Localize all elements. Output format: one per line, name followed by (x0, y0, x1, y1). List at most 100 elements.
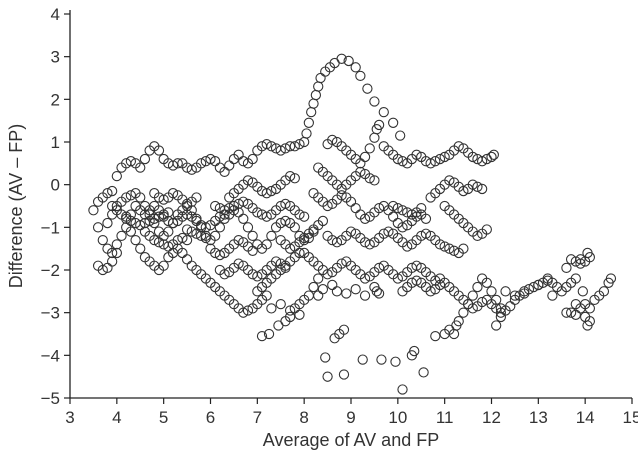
data-point (462, 298, 474, 310)
data-point (392, 153, 403, 165)
y-tick-label: 2 (51, 90, 60, 109)
data-point (275, 298, 286, 310)
data-point (364, 143, 375, 154)
data-point (376, 354, 387, 365)
y-tick-label: 0 (51, 176, 60, 195)
data-point (453, 141, 464, 152)
data-point (121, 211, 132, 222)
data-point (411, 260, 422, 271)
data-point (406, 209, 418, 220)
data-point (256, 330, 268, 342)
data-point (458, 307, 469, 318)
data-point (125, 156, 137, 167)
data-point (284, 170, 296, 182)
data-point (219, 269, 230, 280)
data-point (266, 230, 277, 242)
data-point (313, 273, 324, 284)
data-point (331, 286, 343, 297)
data-point (280, 198, 291, 210)
data-point (153, 211, 165, 222)
data-point (186, 226, 197, 237)
data-point (242, 305, 254, 316)
data-point (369, 96, 380, 107)
data-point (289, 173, 300, 184)
x-tick-label: 5 (159, 408, 168, 427)
data-point (167, 217, 179, 229)
data-point (135, 243, 146, 254)
data-point (144, 215, 155, 227)
data-point (261, 138, 272, 150)
data-point (191, 228, 202, 239)
y-axis-title: Difference (AV – FP) (6, 124, 26, 288)
data-point (345, 226, 357, 237)
x-tick-label: 14 (576, 408, 595, 427)
data-point (409, 345, 420, 357)
data-point (252, 271, 263, 282)
data-point (336, 190, 347, 201)
data-point (242, 175, 254, 186)
data-point (383, 226, 394, 237)
data-point (430, 330, 441, 342)
data-point (570, 298, 581, 310)
data-point (125, 226, 137, 237)
data-point (357, 354, 368, 365)
data-point (125, 190, 137, 201)
data-point (533, 279, 544, 291)
data-point (488, 149, 499, 160)
data-point (430, 156, 441, 167)
data-point (519, 288, 530, 299)
data-point (238, 307, 249, 318)
data-point (263, 328, 275, 340)
data-point (378, 106, 389, 118)
data-point (322, 200, 333, 212)
data-point (448, 328, 460, 340)
data-point (139, 153, 151, 165)
data-point (153, 237, 165, 248)
data-point (605, 273, 617, 284)
data-point (210, 200, 221, 212)
data-point (395, 130, 406, 141)
data-point (467, 179, 478, 190)
data-point (397, 156, 408, 167)
data-point (233, 234, 244, 246)
data-point (294, 309, 305, 320)
data-point (570, 273, 581, 284)
data-point (472, 281, 483, 293)
data-point (219, 205, 230, 216)
data-point (163, 241, 174, 252)
data-point (214, 222, 226, 233)
y-tick-label: −4 (41, 346, 60, 365)
data-point (327, 279, 338, 291)
data-point (397, 384, 408, 395)
data-point (476, 296, 488, 308)
data-point (472, 181, 483, 192)
data-point (158, 260, 169, 271)
data-point (561, 262, 572, 274)
x-tick-label: 11 (436, 408, 454, 427)
data-point (238, 213, 249, 224)
data-point (261, 211, 272, 222)
data-point (308, 98, 319, 109)
data-point (458, 185, 469, 197)
data-point (247, 245, 258, 256)
data-point (320, 352, 331, 363)
data-point (280, 215, 291, 227)
data-point (181, 198, 193, 210)
data-point (392, 202, 403, 214)
x-tick-label: 6 (206, 408, 215, 427)
data-point (181, 224, 193, 235)
data-point (102, 217, 113, 229)
data-point (336, 53, 347, 64)
data-point (181, 234, 193, 246)
data-point (397, 205, 408, 216)
data-point (486, 286, 497, 297)
data-point (261, 290, 272, 301)
data-point (322, 269, 333, 280)
data-point (266, 141, 277, 152)
data-point (167, 160, 179, 171)
data-point (584, 316, 595, 327)
data-point (491, 320, 502, 331)
x-tick-label: 9 (346, 408, 355, 427)
data-point (565, 307, 577, 318)
